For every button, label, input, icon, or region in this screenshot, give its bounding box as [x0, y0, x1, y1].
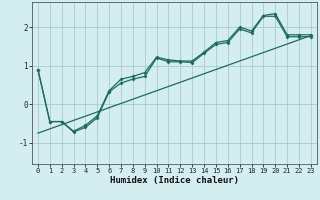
X-axis label: Humidex (Indice chaleur): Humidex (Indice chaleur) [110, 176, 239, 185]
